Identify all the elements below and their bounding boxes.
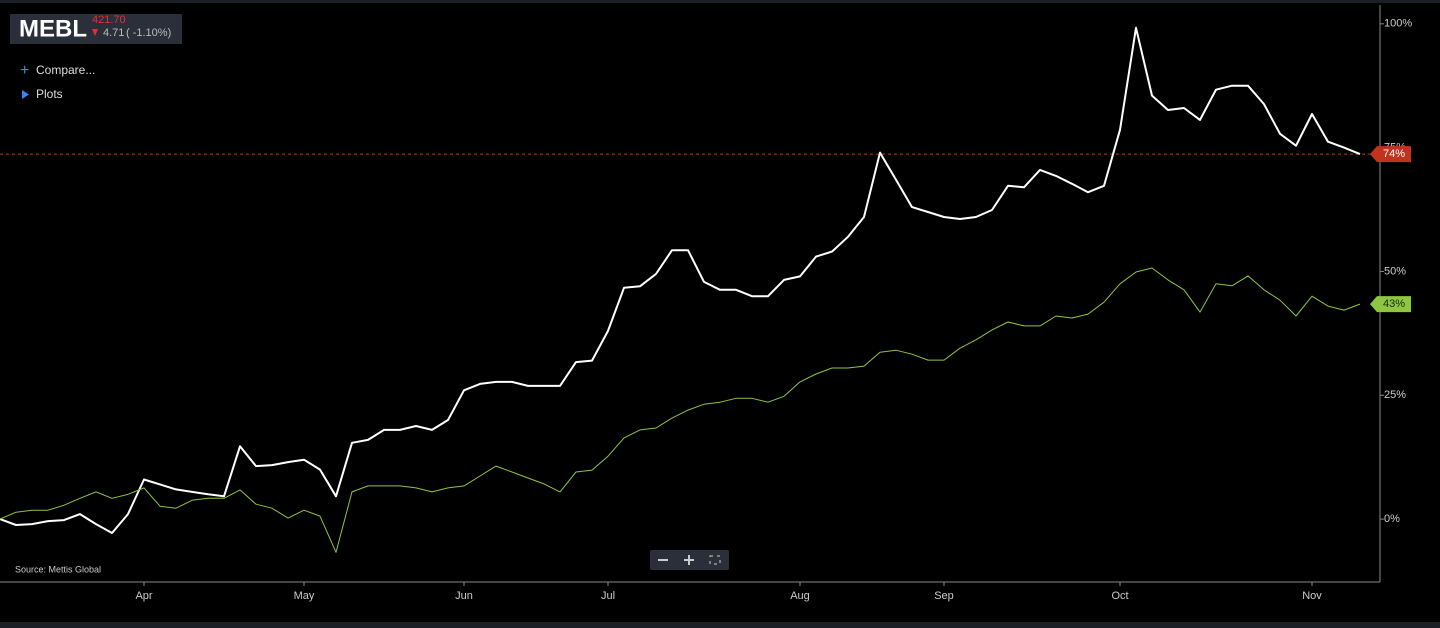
- play-icon[interactable]: [22, 90, 29, 99]
- x-tick-label: Jun: [455, 590, 473, 602]
- value-tag-label: 43%: [1383, 298, 1405, 310]
- fullscreen[interactable]: [709, 555, 721, 565]
- price: 421.70: [92, 14, 126, 26]
- y-tick-label: 0%: [1384, 513, 1400, 525]
- change: 4.71: [103, 27, 124, 39]
- value-tag: [1370, 146, 1411, 163]
- x-tick-label: Apr: [135, 590, 152, 602]
- ticker: MEBL: [19, 15, 87, 42]
- series-line: [0, 26, 1361, 534]
- value-tag: [1370, 296, 1411, 313]
- x-tick-label: Nov: [1302, 590, 1322, 602]
- x-tick-label: Sep: [934, 590, 954, 602]
- y-tick-label: 50%: [1384, 265, 1406, 277]
- value-tag-label: 74%: [1383, 148, 1405, 160]
- x-tick-label: Oct: [1111, 590, 1128, 602]
- source: Source: Mettis Global: [15, 564, 101, 574]
- series-line: [0, 267, 1361, 553]
- bottom-bar: [0, 622, 1440, 628]
- plots[interactable]: Plots: [36, 87, 63, 101]
- down-arrow: [92, 29, 98, 36]
- compare[interactable]: Compare...: [36, 63, 95, 77]
- y-tick-label: 100%: [1384, 18, 1412, 30]
- plus-icon[interactable]: +: [20, 62, 29, 79]
- y-tick-label: 25%: [1384, 389, 1406, 401]
- x-tick-label: Jul: [601, 590, 615, 602]
- x-tick-label: Aug: [790, 590, 810, 602]
- change-pct: ( -1.10%): [126, 27, 171, 39]
- top-bar: [0, 0, 1440, 3]
- x-tick-label: May: [294, 590, 315, 602]
- plot: [0, 26, 1372, 553]
